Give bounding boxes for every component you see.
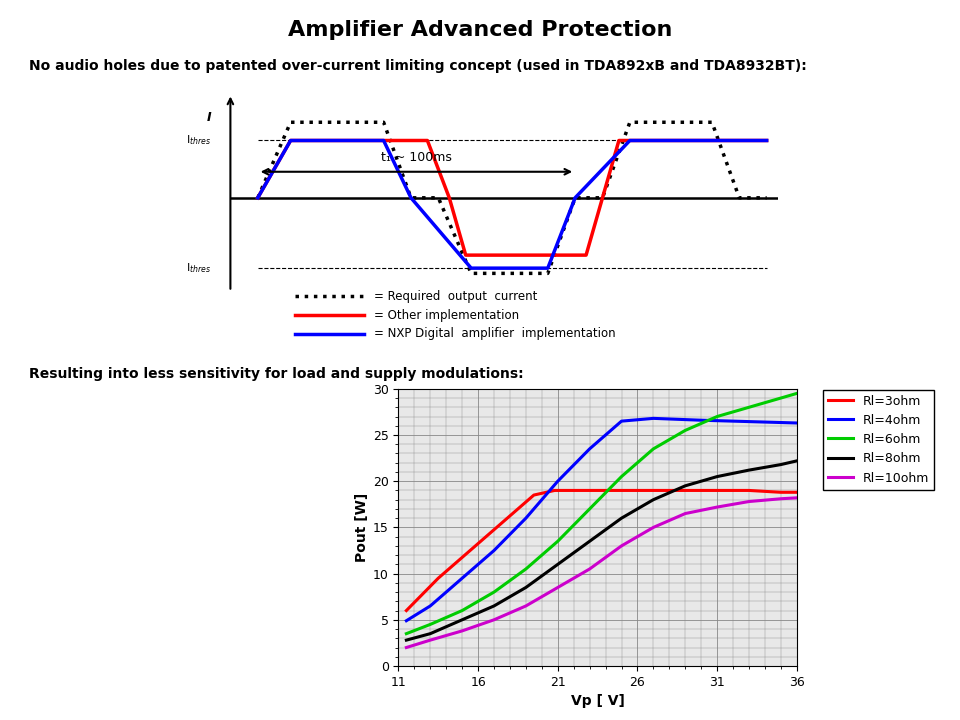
Line: Rl=3ohm: Rl=3ohm xyxy=(406,490,797,611)
Text: I$_{thres}$: I$_{thres}$ xyxy=(186,261,211,275)
Rl=8ohm xyxy=(680,482,691,490)
Rl=4ohm xyxy=(791,418,803,427)
Rl=10ohm xyxy=(711,503,723,511)
X-axis label: Vp [ V]: Vp [ V] xyxy=(570,694,625,708)
Rl=6ohm xyxy=(743,403,755,412)
Rl=3ohm xyxy=(560,486,571,495)
Rl=3ohm xyxy=(432,574,444,582)
Rl=10ohm xyxy=(648,523,660,531)
Rl=3ohm xyxy=(528,491,540,500)
Rl=8ohm xyxy=(791,456,803,465)
Rl=4ohm xyxy=(424,602,436,611)
Rl=4ohm xyxy=(520,514,532,523)
Rl=10ohm xyxy=(424,636,436,644)
Rl=6ohm xyxy=(648,444,660,453)
Rl=4ohm xyxy=(648,414,660,423)
Rl=6ohm xyxy=(791,389,803,397)
Rl=3ohm xyxy=(791,488,803,497)
Rl=10ohm xyxy=(400,643,412,652)
Rl=3ohm xyxy=(584,486,595,495)
Rl=10ohm xyxy=(456,626,468,635)
Rl=8ohm xyxy=(520,583,532,592)
Text: I$_{thres}$: I$_{thres}$ xyxy=(186,134,211,148)
Rl=4ohm xyxy=(400,616,412,625)
Text: I: I xyxy=(206,111,211,124)
Rl=4ohm xyxy=(672,415,684,423)
Rl=3ohm xyxy=(680,486,691,495)
Rl=6ohm xyxy=(775,394,786,402)
Rl=6ohm xyxy=(424,620,436,629)
Line: Rl=8ohm: Rl=8ohm xyxy=(406,461,797,640)
Rl=10ohm xyxy=(615,541,627,550)
Line: Rl=4ohm: Rl=4ohm xyxy=(406,418,797,621)
Rl=10ohm xyxy=(775,495,786,503)
Rl=4ohm xyxy=(584,444,595,453)
Text: No audio holes due to patented over-current limiting concept (used in TDA892xB a: No audio holes due to patented over-curr… xyxy=(29,59,806,73)
Rl=10ohm xyxy=(552,583,564,592)
Rl=3ohm xyxy=(743,486,755,495)
Rl=3ohm xyxy=(615,486,627,495)
Rl=8ohm xyxy=(775,460,786,469)
Rl=3ohm xyxy=(496,518,508,527)
Rl=10ohm xyxy=(584,564,595,573)
Rl=3ohm xyxy=(775,488,786,497)
Line: Rl=6ohm: Rl=6ohm xyxy=(406,393,797,634)
Rl=4ohm xyxy=(728,417,739,426)
Rl=4ohm xyxy=(615,417,627,426)
Rl=6ohm xyxy=(680,426,691,435)
Text: = Required  output  current: = Required output current xyxy=(374,289,538,302)
Rl=10ohm xyxy=(791,493,803,502)
Rl=3ohm xyxy=(648,486,660,495)
Rl=6ohm xyxy=(711,412,723,420)
Rl=8ohm xyxy=(711,472,723,481)
Rl=8ohm xyxy=(648,495,660,504)
Rl=4ohm xyxy=(552,477,564,485)
Text: = Other implementation: = Other implementation xyxy=(374,308,519,322)
Rl=4ohm xyxy=(695,416,707,425)
Rl=3ohm xyxy=(711,486,723,495)
Text: = NXP Digital  amplifier  implementation: = NXP Digital amplifier implementation xyxy=(374,328,616,341)
Rl=3ohm xyxy=(549,486,561,495)
Rl=8ohm xyxy=(615,514,627,523)
Rl=10ohm xyxy=(520,602,532,611)
Rl=8ohm xyxy=(489,602,500,611)
Rl=8ohm xyxy=(400,636,412,644)
Rl=4ohm xyxy=(759,418,771,426)
Rl=6ohm xyxy=(400,629,412,638)
Rl=8ohm xyxy=(743,466,755,474)
Rl=6ohm xyxy=(615,472,627,481)
Rl=3ohm xyxy=(400,606,412,615)
Rl=6ohm xyxy=(456,606,468,615)
Rl=10ohm xyxy=(489,616,500,624)
Text: Amplifier Advanced Protection: Amplifier Advanced Protection xyxy=(288,20,672,40)
Line: Rl=10ohm: Rl=10ohm xyxy=(406,498,797,647)
Rl=8ohm xyxy=(584,537,595,546)
Rl=6ohm xyxy=(489,588,500,596)
Rl=8ohm xyxy=(552,560,564,569)
Rl=8ohm xyxy=(456,616,468,624)
Rl=6ohm xyxy=(552,537,564,546)
Rl=10ohm xyxy=(680,509,691,518)
Rl=10ohm xyxy=(743,498,755,506)
Text: Resulting into less sensitivity for load and supply modulations:: Resulting into less sensitivity for load… xyxy=(29,367,523,381)
Rl=8ohm xyxy=(424,629,436,638)
Text: t₁ ~ 100ms: t₁ ~ 100ms xyxy=(381,151,452,164)
Rl=6ohm xyxy=(584,505,595,513)
Rl=3ohm xyxy=(465,546,476,555)
Rl=4ohm xyxy=(456,574,468,582)
Rl=4ohm xyxy=(489,546,500,555)
Y-axis label: Pout [W]: Pout [W] xyxy=(354,492,369,562)
Legend: Rl=3ohm, Rl=4ohm, Rl=6ohm, Rl=8ohm, Rl=10ohm: Rl=3ohm, Rl=4ohm, Rl=6ohm, Rl=8ohm, Rl=1… xyxy=(823,390,934,490)
Rl=6ohm xyxy=(520,564,532,573)
